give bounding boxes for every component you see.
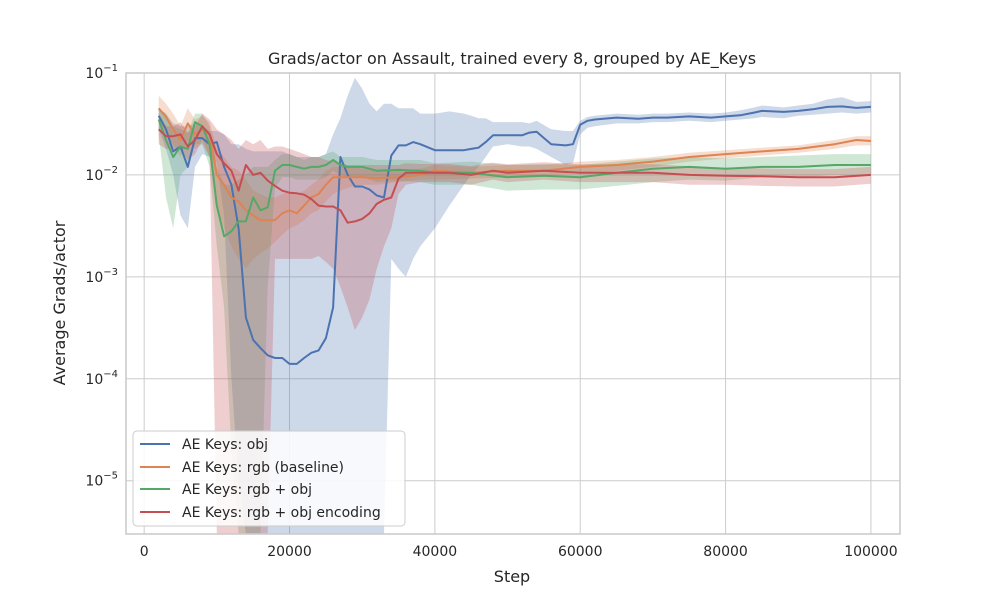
series-0-band <box>158 77 871 534</box>
x-tick-label: 60000 <box>558 544 603 560</box>
x-tick-label: 40000 <box>413 544 458 560</box>
y-tick-label: 10−5 <box>85 471 118 490</box>
legend-box <box>132 430 406 527</box>
legend-label-rgb-obj: AE Keys: rgb + obj <box>182 482 312 498</box>
series-0-line <box>157 105 871 365</box>
x-tick-label: 20000 <box>267 544 312 560</box>
plot-frame <box>125 72 901 535</box>
chart-title: Grads/actor on Assault, trained every 8,… <box>268 49 756 69</box>
x-tick-label: 0 <box>140 544 149 560</box>
x-axis-label: Step <box>494 567 530 586</box>
series-1-line <box>157 107 871 222</box>
x-tick-label: 80000 <box>703 544 748 560</box>
x-tick-label: 100000 <box>844 544 897 560</box>
y-tick-label: 10−3 <box>85 267 118 286</box>
legend-label-rgb-obj-encoding: AE Keys: rgb + obj encoding <box>182 505 381 521</box>
y-tick-labels: 10−5 10−4 10−3 10−2 10−1 <box>85 63 118 490</box>
series-3-line <box>158 125 871 224</box>
y-tick-label: 10−2 <box>85 165 118 184</box>
x-tick-labels: 0 20000 40000 60000 80000 100000 <box>140 544 898 560</box>
y-tick-label: 10−1 <box>85 63 118 82</box>
legend: AE Keys: obj AE Keys: rgb (baseline) AE … <box>132 430 406 527</box>
series-lines <box>157 105 871 365</box>
y-axis-label: Average Grads/actor <box>50 220 69 385</box>
legend-label-obj: AE Keys: obj <box>182 437 268 453</box>
y-tick-label: 10−4 <box>85 369 118 388</box>
legend-label-rgb: AE Keys: rgb (baseline) <box>182 460 344 476</box>
